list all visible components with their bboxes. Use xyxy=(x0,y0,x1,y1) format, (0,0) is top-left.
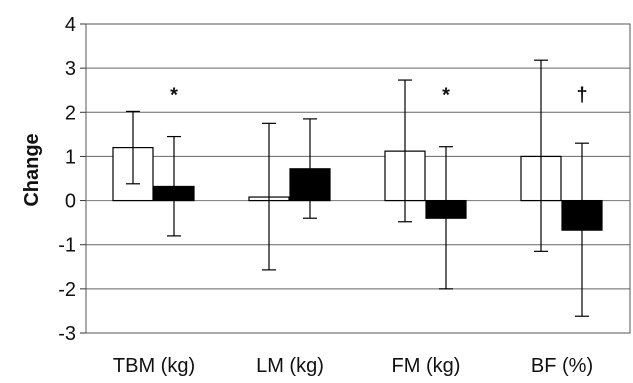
significance-marker: * xyxy=(170,84,178,106)
bars xyxy=(112,147,603,231)
x-category-label: FM (kg) xyxy=(392,355,461,377)
plot-area xyxy=(85,23,631,334)
x-category-label: LM (kg) xyxy=(256,355,324,377)
y-axis-title: Change xyxy=(21,133,43,206)
y-tick-label: -3 xyxy=(58,323,76,345)
significance-markers: * * † xyxy=(170,84,587,106)
error-bars xyxy=(126,59,589,317)
significance-marker: † xyxy=(576,84,587,106)
y-tick-label: -2 xyxy=(58,279,76,301)
y-tick-label: 2 xyxy=(65,102,76,124)
y-tick-labels: -3 -2 -1 0 1 2 3 4 xyxy=(58,14,76,345)
x-category-label: TBM (kg) xyxy=(113,355,195,377)
y-tick-label: 3 xyxy=(65,58,76,80)
y-tick-label: 1 xyxy=(65,146,76,168)
x-category-label: BF (%) xyxy=(531,355,593,377)
significance-marker: * xyxy=(442,84,450,106)
y-tick-label: 0 xyxy=(65,191,76,213)
y-tick-label: -1 xyxy=(58,235,76,257)
y-tick-label: 4 xyxy=(65,14,76,36)
x-category-labels: TBM (kg) LM (kg) FM (kg) BF (%) xyxy=(113,355,593,377)
